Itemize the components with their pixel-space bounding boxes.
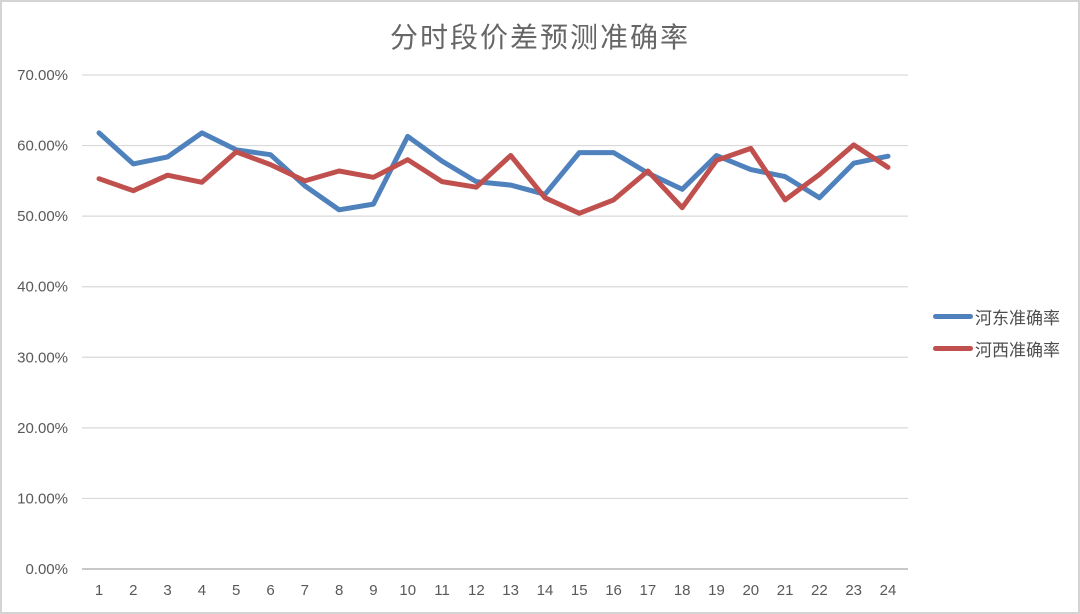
legend-item-label: 河西准确率 xyxy=(975,340,1060,361)
y-axis-tick-label: 50.00% xyxy=(17,208,68,225)
y-axis-tick-label: 70.00% xyxy=(17,67,68,84)
series-line-2 xyxy=(96,142,891,216)
y-axis-tick-label: 40.00% xyxy=(17,279,68,296)
x-axis-tick-label: 5 xyxy=(232,582,240,599)
x-axis-tick-label: 21 xyxy=(777,582,794,599)
x-axis-tick-label: 17 xyxy=(640,582,657,599)
chart-title: 分时段价差预测准确率 xyxy=(389,21,690,54)
x-axis-tick-label: 11 xyxy=(434,582,450,599)
series-line-1 xyxy=(96,130,891,213)
x-axis-tick-label: 7 xyxy=(301,582,309,599)
x-axis-tick-label: 20 xyxy=(742,582,759,599)
x-axis-tick-label: 18 xyxy=(674,582,691,599)
x-axis-tick-label: 10 xyxy=(399,582,416,599)
y-axis-tick-label: 60.00% xyxy=(17,138,68,155)
x-axis-tick-label: 1 xyxy=(95,582,103,599)
x-axis-tick-label: 15 xyxy=(571,582,588,599)
legend-marker-line xyxy=(933,313,973,319)
legend-item: 河西准确率 xyxy=(933,337,1060,361)
x-axis-tick-label: 12 xyxy=(468,582,485,599)
y-axis-tick-label: 30.00% xyxy=(17,349,68,366)
legend-marker-line xyxy=(933,345,973,351)
x-axis-tick-label: 16 xyxy=(605,582,622,599)
x-axis-tick-label: 23 xyxy=(845,582,862,599)
y-axis-tick-label: 10.00% xyxy=(17,490,68,507)
x-axis-tick-label: 24 xyxy=(880,582,897,599)
legend-item-label: 河东准确率 xyxy=(975,308,1060,329)
legend-item: 河东准确率 xyxy=(933,305,1060,329)
x-axis-tick-label: 3 xyxy=(163,582,171,599)
legend: 河东准确率河西准确率 xyxy=(933,305,1060,369)
x-axis-tick-label: 4 xyxy=(198,582,206,599)
x-axis-tick-label: 2 xyxy=(129,582,137,599)
x-axis-tick-label: 6 xyxy=(266,582,274,599)
x-axis-tick-label: 19 xyxy=(708,582,725,599)
x-axis-tick-label: 14 xyxy=(537,582,554,599)
x-axis-tick-label: 22 xyxy=(811,582,828,599)
x-axis-tick-label: 13 xyxy=(502,582,519,599)
y-axis-tick-label: 20.00% xyxy=(17,420,68,437)
x-axis-tick-label: 8 xyxy=(335,582,343,599)
y-axis-tick-label: 0.00% xyxy=(25,561,68,578)
x-axis-tick-label: 9 xyxy=(369,582,377,599)
